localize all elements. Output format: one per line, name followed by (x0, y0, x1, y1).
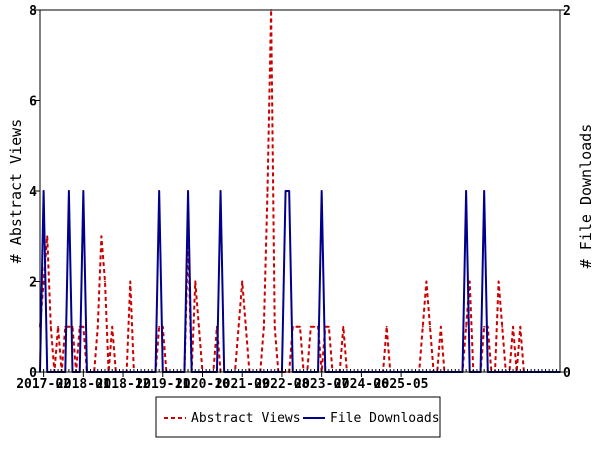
data-point-abstract-views (429, 325, 431, 328)
data-point-abstract-views (342, 325, 345, 328)
data-point-file-downloads (187, 190, 189, 192)
data-point-abstract-views (244, 325, 247, 328)
data-point-abstract-views (111, 325, 114, 328)
data-point-abstract-views (57, 325, 59, 328)
data-point-abstract-views (299, 325, 301, 328)
y-left-axis-title: # Abstract Views (7, 119, 25, 264)
legend-box (155, 396, 441, 438)
data-point-abstract-views (46, 235, 49, 238)
data-point-abstract-views (468, 280, 471, 283)
y-left-tick-label: 6 (29, 95, 37, 110)
y-right-tick-label: 0 (563, 366, 571, 381)
legend: Abstract Views File Downloads (155, 396, 441, 438)
data-point-abstract-views (385, 325, 388, 328)
data-point-abstract-views (42, 280, 45, 283)
data-point-abstract-views (266, 190, 269, 192)
data-point-abstract-views (273, 325, 276, 328)
y-left-tick-label: 8 (29, 4, 37, 19)
y-left-tick-label: 2 (29, 276, 37, 291)
data-point-abstract-views (96, 325, 99, 328)
x-tick-label: 2025-05 (374, 377, 429, 392)
data-point-abstract-views (241, 280, 244, 283)
data-point-abstract-views (237, 325, 240, 328)
data-point-abstract-views (197, 325, 200, 328)
data-point-abstract-views (67, 325, 70, 328)
data-point-file-downloads (465, 190, 468, 192)
x-tick-label: 2018-12 (96, 377, 151, 392)
data-point-abstract-views (512, 325, 514, 328)
data-point-file-downloads (483, 190, 486, 192)
data-point-file-downloads (42, 190, 45, 192)
x-tick-label: 2020-10 (175, 377, 230, 392)
data-point-abstract-views (501, 325, 504, 328)
data-point-abstract-views (100, 235, 103, 238)
data-point-abstract-views (194, 280, 197, 283)
data-point-abstract-views (483, 325, 486, 328)
data-point-abstract-views (104, 280, 106, 283)
data-point-abstract-views (158, 325, 161, 328)
data-point-abstract-views (497, 280, 500, 283)
series-line-file-downloads (39, 190, 560, 373)
y-right-axis-title: # File Downloads (577, 124, 595, 269)
legend-label-abstract-views: Abstract Views (191, 411, 301, 426)
series-layer (39, 9, 561, 373)
x-tick-label: 2019-11 (135, 377, 190, 392)
y-right-tick-label: 2 (563, 4, 571, 19)
data-point-file-downloads (284, 190, 287, 192)
data-point-file-downloads (158, 190, 161, 192)
x-tick-label: 2021-09 (215, 377, 270, 392)
x-tick-label: 2023-07 (294, 377, 349, 392)
data-point-abstract-views (129, 280, 132, 283)
data-point-file-downloads (320, 190, 323, 192)
axes-layer: 2017-022018-012018-122019-112020-102021-… (16, 4, 571, 392)
data-point-abstract-views (519, 325, 522, 328)
data-point-abstract-views (421, 325, 424, 328)
data-point-abstract-views (262, 325, 265, 328)
data-point-abstract-views (465, 325, 468, 328)
x-tick-label: 2022-08 (255, 377, 310, 392)
legend-label-file-downloads: File Downloads (330, 411, 440, 426)
data-point-file-downloads (82, 190, 85, 192)
data-point-abstract-views (313, 325, 316, 328)
data-point-file-downloads (288, 190, 291, 192)
y-left-tick-label: 4 (29, 185, 37, 200)
x-tick-label: 2024-06 (334, 377, 389, 392)
data-point-file-downloads (67, 190, 70, 192)
data-point-abstract-views (439, 325, 442, 328)
x-tick-label: 2018-01 (56, 377, 111, 392)
data-point-abstract-views (425, 280, 428, 283)
x-tick-label: 2017-02 (16, 377, 71, 392)
data-point-abstract-views (49, 325, 52, 328)
data-point-abstract-views (309, 325, 312, 328)
data-point-abstract-views (295, 325, 298, 328)
data-point-abstract-views (327, 325, 330, 328)
data-point-abstract-views (82, 325, 85, 328)
data-point-file-downloads (219, 190, 222, 192)
y-left-tick-label: 0 (29, 366, 37, 381)
